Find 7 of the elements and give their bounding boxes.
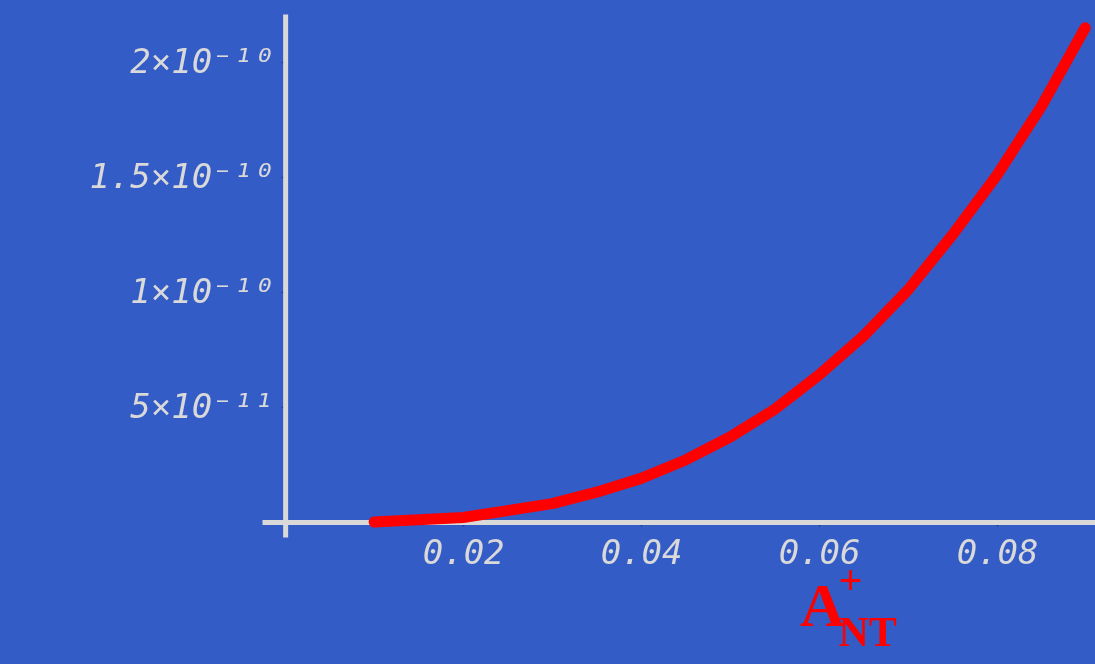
y-tick-label: 2×10⁻¹⁰ xyxy=(130,40,274,81)
x-tick-label: 0.08 xyxy=(956,531,1039,572)
y-tick-label: 5×10⁻¹¹ xyxy=(130,385,274,426)
x-tick-label: 0.04 xyxy=(600,531,683,572)
y-tick-label: 1.5×10⁻¹⁰ xyxy=(89,155,274,196)
y-tick-label: 1×10⁻¹⁰ xyxy=(130,270,274,311)
x-tick-label: 0.02 xyxy=(422,531,505,572)
